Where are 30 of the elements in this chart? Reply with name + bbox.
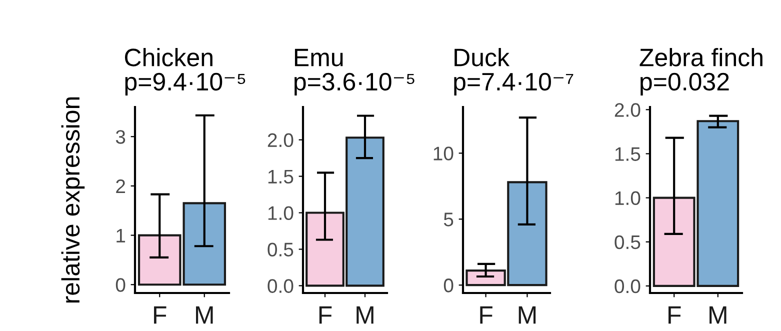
x-tick-label: F [668, 306, 681, 324]
y-tick-label: 10 [434, 146, 454, 160]
y-tick-label: 1.0 [268, 206, 294, 220]
y-tick-label: 5 [444, 212, 454, 226]
y-tick-label: 2.0 [268, 133, 294, 148]
y-tick-label: 3 [116, 130, 126, 144]
y-tick-label: 1.5 [268, 170, 294, 184]
x-tick-label: F [480, 306, 492, 324]
y-tick-label: 0.5 [614, 235, 640, 250]
y-tick-label: 0.0 [268, 279, 294, 293]
y-tick-label: 2 [116, 179, 125, 193]
y-tick-label: 1 [116, 228, 126, 242]
y-axis-title: relative expression [61, 97, 85, 303]
x-tick-label: F [319, 306, 332, 324]
chart-title: Emu p=3.6·10⁻⁵ [294, 48, 414, 96]
chart-title: Zebra finch p=0.032 [640, 48, 762, 96]
y-tick-label: 0.5 [268, 242, 294, 256]
x-tick-label: M [196, 306, 213, 324]
x-tick-label: M [356, 306, 374, 324]
y-tick-label: 0 [444, 278, 454, 292]
x-tick-label: M [518, 306, 536, 324]
y-tick-label: 1.5 [615, 147, 640, 161]
chart-title: Duck p=7.4·10⁻⁷ [454, 48, 574, 96]
y-tick-label: 0 [116, 278, 126, 292]
x-tick-label: M [710, 306, 726, 324]
y-tick-label: 2.0 [614, 103, 640, 117]
chart-title: Chicken p=9.4·10⁻⁵ [124, 48, 246, 96]
y-tick-label: 1.0 [615, 191, 640, 206]
y-tick-label: 0.0 [614, 279, 640, 294]
x-tick-label: F [154, 306, 166, 324]
